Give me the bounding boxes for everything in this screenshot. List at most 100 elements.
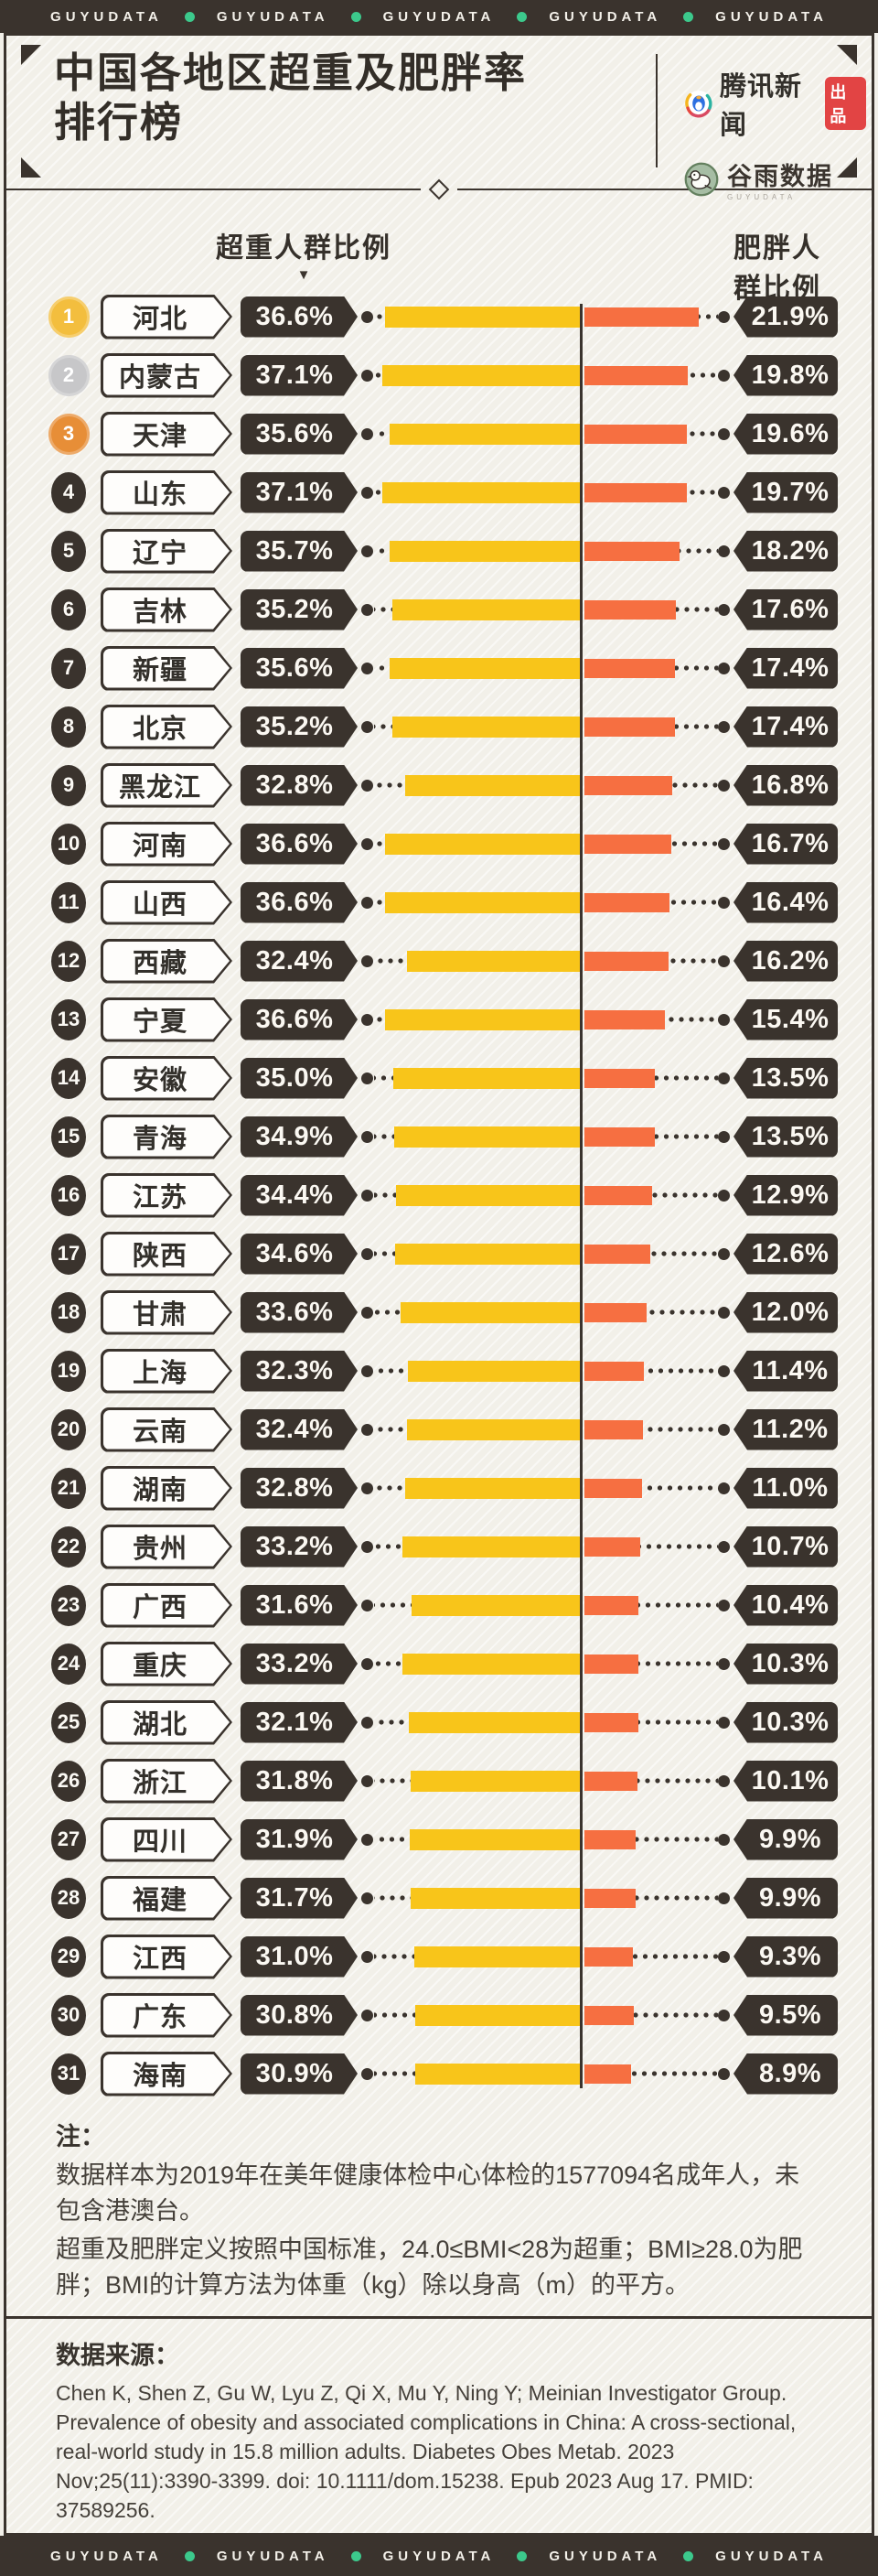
rank-cell: 13 — [48, 998, 90, 1040]
province-tag-fill — [103, 2054, 230, 2094]
rank-cell: 11 — [48, 881, 90, 923]
dotted-connector — [675, 724, 718, 729]
overweight-value: 36.6% — [241, 882, 358, 923]
top-brand-banner: GUYUDATA GUYUDATA GUYUDATA GUYUDATA GUYUDATA — [0, 0, 878, 33]
overweight-bar-track — [374, 873, 580, 932]
tag-hole-icon — [361, 1306, 373, 1319]
obesity-value: 12.6% — [733, 1233, 838, 1275]
province-tag: 四川 — [101, 1817, 232, 1862]
rank-number: 29 — [57, 1945, 80, 1967]
brand-dot-icon — [350, 2550, 361, 2561]
table-row: 21 湖南 32.8% 11.0% — [6, 1459, 872, 1517]
rank-number: 18 — [57, 1300, 80, 1323]
page-title: 中国各地区超重及肥胖率 排行榜 — [54, 49, 527, 147]
obesity-value-tag: 9.3% — [718, 1935, 839, 1978]
rank-cell: 12 — [48, 940, 90, 982]
overweight-value-tag: 30.8% — [241, 1995, 374, 2036]
overweight-bar — [382, 364, 580, 386]
obesity-bar-track — [584, 346, 718, 404]
obesity-value: 11.4% — [733, 1350, 838, 1392]
overweight-value-tag: 33.2% — [241, 1644, 374, 1685]
obesity-value: 10.3% — [733, 1643, 838, 1685]
overweight-value-tag: 35.6% — [241, 414, 374, 455]
overweight-bar-track — [374, 932, 580, 990]
obesity-bar-track — [584, 873, 718, 932]
overweight-bar — [410, 1828, 580, 1850]
rank-number: 16 — [57, 1183, 80, 1206]
overweight-value: 37.1% — [241, 472, 358, 513]
overweight-bar — [385, 1008, 580, 1030]
tag-hole-icon — [361, 1364, 373, 1377]
obesity-bar-track — [584, 756, 718, 814]
overweight-value: 32.1% — [241, 1702, 358, 1743]
rank-badge: 25 — [51, 1701, 86, 1743]
province-tag-fill — [103, 1117, 230, 1157]
corner-mark-top-right-icon — [837, 45, 857, 65]
province-label: 黑龙江 — [118, 773, 201, 803]
corner-mark-bottom-right-icon — [837, 157, 857, 178]
province-tag-fill — [103, 1996, 230, 2035]
dotted-connector — [655, 1075, 718, 1081]
table-row: 22 贵州 33.2% 10.7% — [6, 1517, 872, 1576]
province-label: 广东 — [132, 2003, 187, 2032]
brand-label: GUYUDATA — [50, 8, 163, 25]
overweight-value: 35.2% — [241, 589, 358, 631]
overweight-bar — [402, 1536, 580, 1557]
dotted-connector — [374, 372, 382, 378]
overweight-bar — [390, 423, 580, 445]
table-row: 7 新疆 35.6% 17.4% — [6, 639, 872, 697]
province-tag: 海南 — [101, 2052, 232, 2096]
rank-badge: 28 — [51, 1877, 86, 1919]
rank-number: 9 — [62, 773, 75, 796]
overweight-bar — [415, 2004, 580, 2026]
obesity-value-tag: 17.6% — [718, 588, 839, 631]
table-row: 15 青海 34.9% 13.5% — [6, 1107, 872, 1166]
province-tag: 广西 — [101, 1583, 232, 1628]
obesity-bar-track — [584, 990, 718, 1049]
tag-hole-icon — [361, 1540, 373, 1553]
rank-cell: 9 — [48, 764, 90, 806]
rank-cell: 29 — [48, 1935, 90, 1978]
dotted-connector — [675, 665, 718, 671]
province-tag-fill — [103, 942, 230, 981]
rank-number: 30 — [57, 2003, 80, 2026]
rank-badge: 23 — [51, 1584, 86, 1626]
obesity-value: 17.6% — [733, 588, 838, 631]
province-tag: 广东 — [101, 1993, 232, 2038]
overweight-value-tag: 33.2% — [241, 1526, 374, 1568]
rank-cell: 4 — [48, 471, 90, 513]
rank-badge: 19 — [51, 1350, 86, 1392]
obesity-bar — [584, 1654, 638, 1674]
overweight-bar — [392, 716, 580, 738]
table-row: 4 山东 37.1% 19.7% — [6, 463, 872, 522]
obesity-bar — [584, 1009, 665, 1029]
table-row: 11 山西 36.6% 16.4% — [6, 873, 872, 932]
tag-hole-icon — [361, 779, 373, 792]
overweight-value-tag: 32.4% — [241, 1409, 374, 1450]
dotted-connector — [374, 1251, 395, 1256]
obesity-value-tag: 12.0% — [718, 1291, 839, 1333]
obesity-value-tag: 10.3% — [718, 1643, 839, 1685]
rank-badge: 11 — [51, 881, 86, 923]
obesity-value: 10.3% — [733, 1701, 838, 1743]
obesity-value: 15.4% — [733, 998, 838, 1040]
obesity-value-tag: 21.9% — [718, 296, 839, 338]
province-tag: 辽宁 — [101, 529, 232, 574]
rank-number: 10 — [57, 832, 80, 855]
dotted-connector — [374, 1075, 393, 1081]
province-tag: 黑龙江 — [101, 763, 232, 808]
obesity-bar-track — [584, 1107, 718, 1166]
overweight-value: 35.6% — [241, 414, 358, 455]
tag-hole-icon — [361, 310, 373, 323]
obesity-bar-track — [584, 1869, 718, 1927]
overweight-value-tag: 35.0% — [241, 1058, 374, 1099]
source-citation: Chen K, Shen Z, Gu W, Lyu Z, Qi X, Mu Y,… — [56, 2381, 797, 2522]
obesity-value: 16.4% — [733, 881, 838, 923]
dotted-connector — [374, 1134, 394, 1139]
obesity-value: 16.7% — [733, 823, 838, 865]
dotted-connector — [374, 841, 385, 846]
obesity-bar — [584, 1829, 636, 1849]
brand-dot-icon — [184, 11, 195, 22]
brand-label: GUYUDATA — [549, 8, 662, 25]
overweight-value-tag: 32.4% — [241, 941, 374, 982]
